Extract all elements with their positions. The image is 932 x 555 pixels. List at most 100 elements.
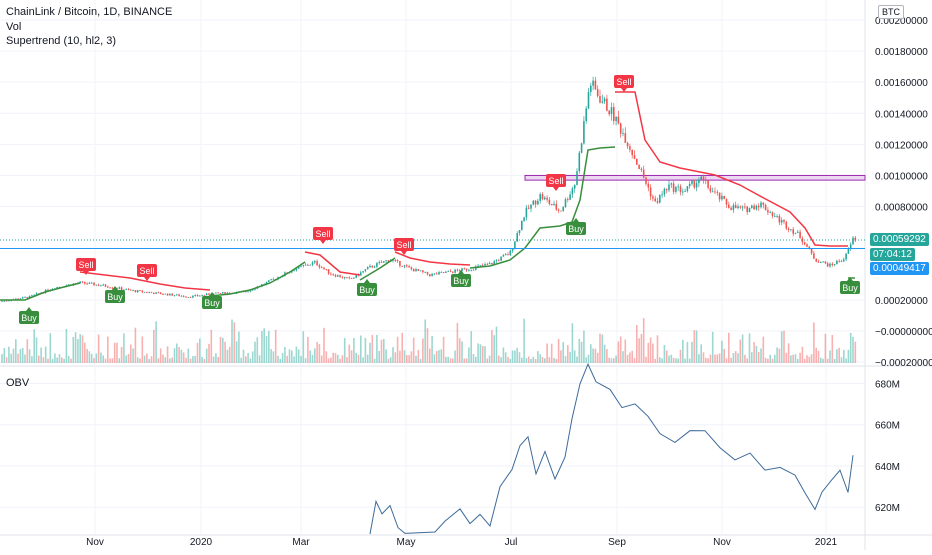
candle-body — [93, 282, 95, 286]
volume-bar — [445, 356, 447, 363]
candle-body — [757, 205, 760, 208]
time-tick-label: Nov — [713, 537, 731, 548]
volume-bar — [636, 325, 638, 363]
volume-bar — [47, 358, 49, 363]
candle-body — [325, 269, 328, 270]
candle-body — [475, 266, 477, 270]
supertrend-line-down — [304, 251, 361, 276]
candle-body — [576, 171, 578, 185]
price-tick-label: 0.00120000 — [875, 140, 928, 151]
candle-body — [840, 261, 843, 262]
volume-bar — [670, 354, 673, 363]
volume-bar — [385, 349, 387, 363]
volume-bar — [767, 358, 769, 363]
candle-body — [665, 188, 668, 191]
candle-body — [723, 195, 725, 200]
candle-body — [56, 286, 58, 289]
volume-bar — [580, 341, 583, 363]
volume-bar — [785, 352, 788, 363]
candle-body — [813, 253, 815, 259]
candle-body — [348, 277, 351, 279]
signal-pointer — [112, 286, 118, 290]
signal-box — [202, 296, 222, 309]
candle-body — [477, 265, 479, 267]
candle-body — [5, 300, 8, 302]
candle-body — [573, 184, 576, 189]
candle-body — [373, 266, 376, 268]
time-tick-label: 2021 — [815, 537, 838, 548]
price-tick-label: 0.00160000 — [875, 78, 928, 89]
candle-body — [571, 188, 574, 195]
candle-body — [730, 207, 732, 210]
buy-signal: Buy — [840, 277, 860, 294]
candle-body — [445, 271, 447, 273]
volume-bar — [104, 358, 107, 363]
volume-bar — [424, 319, 426, 363]
signal-label: Buy — [842, 283, 858, 293]
volume-bar — [652, 343, 654, 363]
signal-pointer — [573, 218, 579, 222]
candle-body — [196, 295, 199, 297]
volume-bar — [102, 355, 104, 363]
volume-bar — [238, 331, 240, 363]
candle-body — [203, 295, 206, 296]
volume-bar — [732, 353, 735, 363]
candle-body — [104, 284, 107, 287]
candle-body — [822, 261, 824, 263]
candle-body — [484, 264, 486, 266]
candle-body — [254, 288, 256, 290]
volume-bar — [553, 358, 555, 363]
volume-bar — [132, 348, 134, 363]
candle-body — [564, 199, 567, 208]
candle-body — [456, 269, 459, 271]
candle-body — [613, 107, 615, 121]
volume-bar — [208, 343, 210, 363]
volume-bar — [120, 347, 123, 363]
volume-bar — [323, 327, 325, 363]
signal-label: Sell — [139, 266, 154, 276]
candle-body — [725, 199, 728, 205]
volume-bar — [159, 348, 162, 363]
volume-bar — [716, 354, 719, 363]
price-tick-label: −0.00000000 — [875, 327, 932, 338]
volume-bar — [688, 358, 691, 363]
candle-body — [794, 232, 797, 234]
candle-body — [472, 269, 475, 271]
volume-bar — [251, 351, 254, 363]
candle-body — [102, 284, 104, 286]
volume-bar — [693, 330, 696, 363]
signal-box — [105, 290, 125, 303]
candle-body — [173, 295, 176, 297]
volume-bar — [557, 338, 560, 363]
candle-body — [815, 258, 817, 262]
buy-signal: Buy — [19, 307, 39, 324]
candle-body — [790, 229, 792, 231]
volume-bar — [24, 354, 26, 363]
volume-bar — [493, 335, 495, 363]
volume-bar — [836, 349, 838, 363]
candle-body — [410, 267, 413, 270]
price-tick-label: 0.00100000 — [875, 171, 928, 182]
volume-bar — [585, 357, 587, 363]
volume-bar — [116, 342, 118, 363]
volume-bar — [622, 351, 624, 363]
candle-body — [300, 265, 302, 267]
candle-body — [640, 168, 643, 170]
candle-body — [169, 293, 171, 296]
candle-body — [217, 292, 219, 294]
candle-body — [316, 261, 318, 266]
volume-bar — [281, 352, 284, 363]
currency-badge[interactable]: BTC — [878, 5, 904, 19]
candle-body — [606, 98, 608, 111]
candle-body — [760, 202, 762, 208]
volume-bar — [192, 356, 194, 363]
volume-bar — [100, 352, 102, 363]
resistance-zone — [524, 174, 866, 181]
candle-body — [442, 272, 445, 273]
candle-body — [705, 180, 707, 181]
candle-body — [746, 206, 748, 213]
volume-bar — [723, 349, 725, 363]
volume-bar — [12, 348, 15, 363]
